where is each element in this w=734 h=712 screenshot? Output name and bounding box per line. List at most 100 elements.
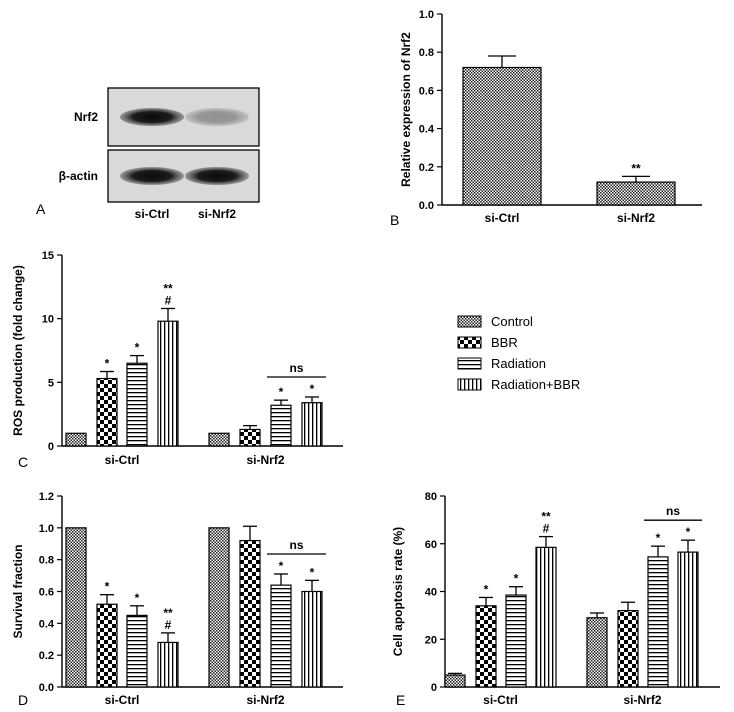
- significance-label: *: [135, 591, 140, 605]
- bar: [444, 674, 466, 688]
- bar: [126, 362, 148, 447]
- significance-label: *: [310, 382, 315, 396]
- bar: [96, 377, 118, 447]
- blot-band: [120, 108, 184, 126]
- y-tick-label: 60: [425, 539, 437, 551]
- legend-label: Radiation: [491, 356, 546, 371]
- bar: [65, 432, 87, 447]
- category-label: si-Nrf2: [617, 211, 655, 225]
- bar: [475, 605, 497, 688]
- y-tick-label: 1.2: [39, 491, 54, 503]
- panel-label: D: [18, 692, 28, 708]
- legend-swatch: [457, 378, 482, 391]
- bar: [586, 617, 608, 688]
- significance-label: #: [165, 293, 172, 307]
- bar: [96, 603, 118, 688]
- chart-panel-b: 0.0 0.2 0.4 0.6 0.8 1.0 Relative expression of…: [390, 9, 702, 228]
- y-axis-label: ROS production (fold change): [11, 265, 25, 436]
- category-label: si-Nrf2: [623, 693, 661, 707]
- bar: [126, 614, 148, 688]
- legend-label: Radiation+BBR: [491, 377, 580, 392]
- y-tick-label: 0.4: [419, 124, 435, 136]
- significance-label: **: [541, 510, 551, 524]
- significance-label: *: [514, 572, 519, 586]
- y-tick-label: 0.8: [419, 47, 434, 59]
- y-tick-label: 0.0: [39, 682, 54, 694]
- blot-row-label: Nrf2: [74, 110, 98, 124]
- bar: [157, 641, 179, 688]
- bar: [239, 539, 261, 688]
- significance-label: #: [543, 522, 550, 536]
- blot-row-label: β-actin: [59, 169, 98, 183]
- y-tick-label: 0: [48, 441, 54, 453]
- legend-swatch: [457, 336, 482, 349]
- panel-label: A: [36, 201, 46, 217]
- bar: [157, 320, 179, 447]
- legend-swatch: [457, 315, 482, 328]
- chart-panel-d: 0.0 0.2 0.4 0.6 0.8 1.0 1.2 Survival fraction D *…: [11, 491, 343, 708]
- bar: [239, 428, 261, 447]
- y-tick-label: 0.8: [39, 555, 54, 567]
- panel-label: B: [390, 212, 399, 228]
- bracket-label: ns: [289, 538, 303, 552]
- significance-label: **: [631, 161, 641, 175]
- bar: [208, 432, 230, 447]
- legend-label: Control: [491, 314, 533, 329]
- category-label: si-Nrf2: [246, 453, 284, 467]
- bar: [301, 402, 323, 447]
- significance-label: *: [656, 531, 661, 545]
- bar: [596, 181, 676, 206]
- significance-label: *: [484, 582, 489, 596]
- y-axis-label: Survival fraction: [11, 544, 25, 638]
- y-tick-label: 0.0: [419, 200, 434, 212]
- bar: [647, 556, 669, 688]
- y-tick-label: 40: [425, 587, 437, 599]
- bracket-label: ns: [289, 361, 303, 375]
- bar: [617, 609, 639, 688]
- y-tick-label: 10: [42, 314, 54, 326]
- legend-label: BBR: [491, 335, 518, 350]
- bracket-label: ns: [666, 504, 680, 518]
- blot-band: [120, 167, 184, 185]
- blot-band: [185, 108, 249, 126]
- bar: [65, 527, 87, 688]
- y-tick-label: 1.0: [419, 9, 434, 21]
- y-tick-label: 0.2: [419, 162, 434, 174]
- blot-band: [185, 167, 249, 185]
- bar: [462, 66, 542, 206]
- category-label: si-Ctrl: [105, 453, 140, 467]
- panel-label: C: [18, 454, 28, 470]
- y-tick-label: 0: [431, 682, 437, 694]
- category-label: si-Nrf2: [246, 693, 284, 707]
- y-tick-label: 20: [425, 634, 437, 646]
- y-tick-label: 0.2: [39, 650, 54, 662]
- bar: [535, 546, 557, 688]
- category-label: si-Ctrl: [485, 211, 520, 225]
- bar: [208, 527, 230, 688]
- category-label: si-Ctrl: [483, 693, 518, 707]
- y-tick-label: 0.6: [419, 85, 434, 97]
- significance-label: **: [163, 281, 173, 295]
- significance-label: *: [279, 385, 284, 399]
- category-label: si-Ctrl: [105, 693, 140, 707]
- legend: Control BBR Radiation Radiation+BBR: [457, 314, 580, 392]
- bar: [301, 590, 323, 688]
- bar: [270, 404, 292, 447]
- y-tick-label: 5: [48, 377, 54, 389]
- significance-label: *: [686, 525, 691, 539]
- bar: [505, 594, 527, 688]
- y-axis-label: Relative expression of Nrf2: [399, 32, 413, 187]
- y-tick-label: 80: [425, 491, 437, 503]
- blot-lane-label: si-Ctrl: [135, 207, 170, 221]
- significance-label: *: [105, 580, 110, 594]
- y-tick-label: 0.6: [39, 587, 54, 599]
- bar: [677, 551, 699, 688]
- panel-label: E: [396, 692, 405, 708]
- significance-label: **: [163, 606, 173, 620]
- significance-label: *: [310, 565, 315, 579]
- significance-label: *: [105, 357, 110, 371]
- legend-swatch: [457, 357, 482, 370]
